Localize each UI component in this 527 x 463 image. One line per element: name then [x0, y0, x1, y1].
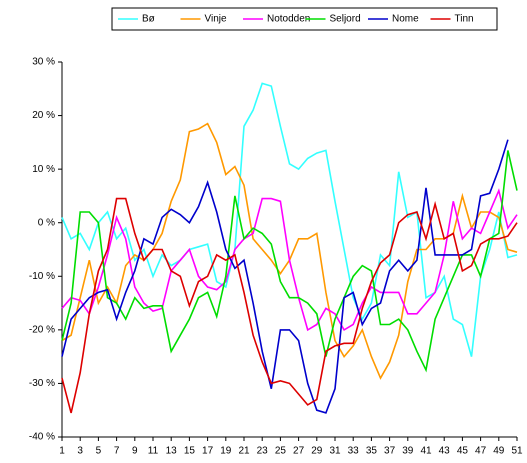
x-tick-label: 21 [238, 446, 250, 457]
y-tick-label: -20 % [29, 324, 55, 335]
y-tick-label: 0 % [38, 217, 55, 228]
x-tick-label: 41 [420, 446, 432, 457]
series-line [61, 82, 518, 357]
x-tick-label: 17 [202, 446, 214, 457]
x-tick-label: 19 [220, 446, 232, 457]
x-tick-label: 45 [457, 446, 469, 457]
y-tick-label: -10 % [29, 271, 55, 282]
y-tick-label: 30 % [32, 57, 55, 68]
x-tick-label: 1 [59, 446, 65, 457]
legend-label: Notodden [267, 14, 310, 25]
x-tick-label: 37 [384, 446, 396, 457]
x-tick-label: 11 [148, 446, 159, 457]
x-tick-label: 27 [293, 446, 305, 457]
legend-label: Tinn [455, 14, 474, 25]
y-tick-label: 20 % [32, 110, 55, 121]
x-tick-label: 9 [132, 446, 138, 457]
x-tick-label: 43 [439, 446, 451, 457]
legend-label: Vinje [205, 14, 227, 25]
x-tick-label: 51 [511, 446, 523, 457]
legend-label: Nome [392, 14, 419, 25]
series-line [61, 139, 509, 414]
x-tick-label: 47 [475, 446, 487, 457]
x-tick-label: 25 [275, 446, 287, 457]
legend-label: Bø [142, 14, 155, 25]
series-line [61, 150, 518, 373]
x-tick-label: 39 [402, 446, 414, 457]
x-tick-label: 7 [114, 446, 120, 457]
x-tick-label: 35 [366, 446, 378, 457]
y-tick-label: -40 % [29, 432, 55, 443]
x-tick-label: 15 [184, 446, 196, 457]
x-tick-label: 49 [493, 446, 505, 457]
series-line [61, 197, 518, 414]
x-tick-label: 3 [77, 446, 83, 457]
x-tick-label: 13 [166, 446, 178, 457]
legend-label: Seljord [330, 14, 361, 25]
series-line [61, 188, 518, 332]
x-tick-label: 29 [311, 446, 323, 457]
x-tick-label: 33 [348, 446, 360, 457]
x-tick-label: 31 [329, 446, 341, 457]
legend-box [111, 7, 498, 31]
y-tick-label: 10 % [32, 164, 55, 175]
x-tick-label: 23 [257, 446, 269, 457]
y-tick-label: -30 % [29, 378, 55, 389]
x-tick-label: 5 [96, 446, 102, 457]
